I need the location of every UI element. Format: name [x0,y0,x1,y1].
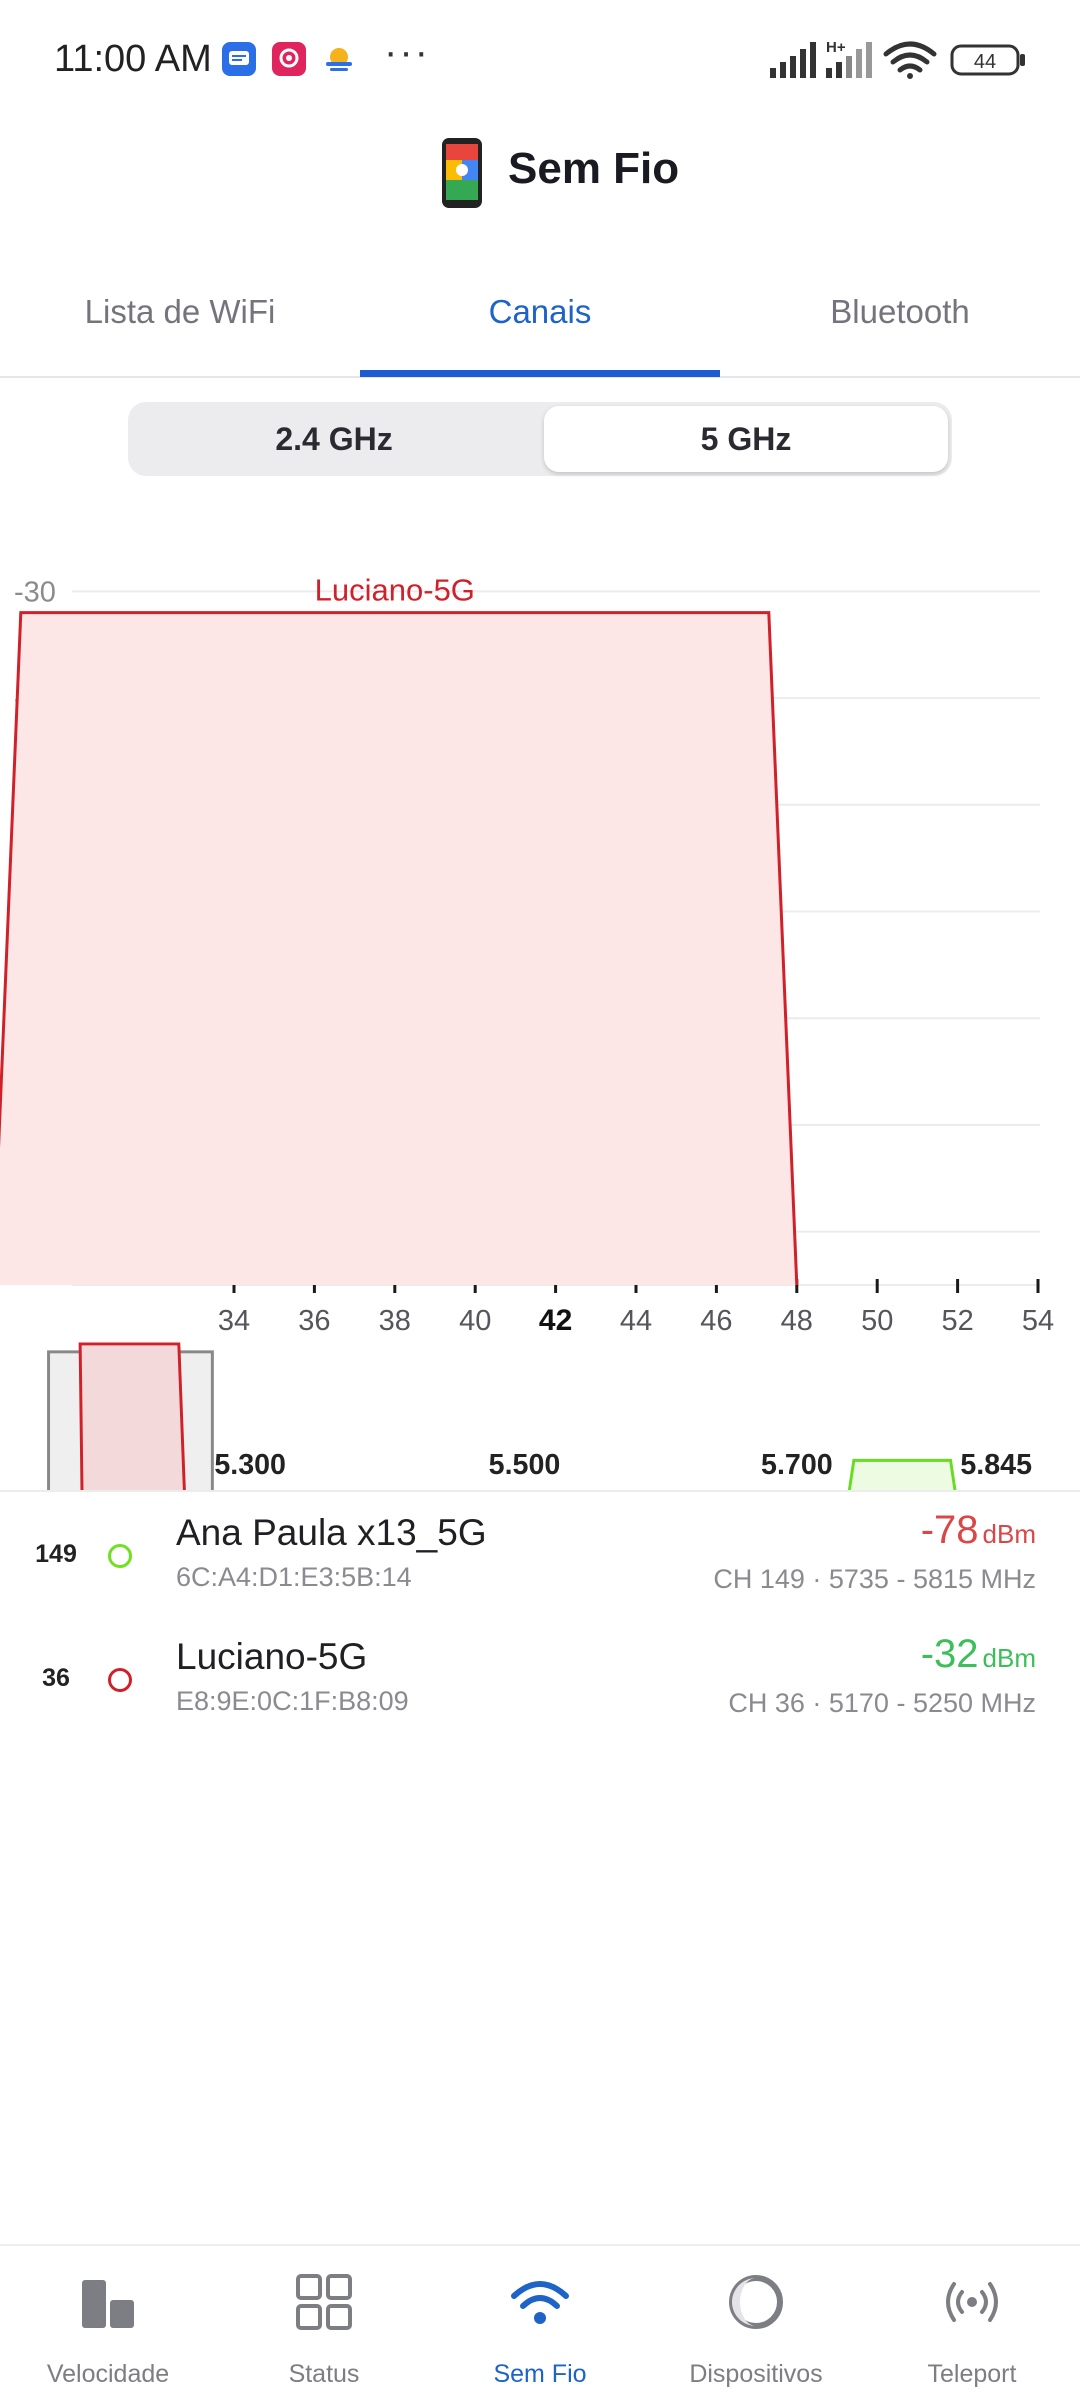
list-item[interactable]: 149 Ana Paula x13_5G 6C:A4:D1:E3:5B:14 -… [0,1494,1080,1618]
tab-channels[interactable]: Canais [488,293,592,330]
network-area-fill [0,612,797,1285]
overview-network-ana-paula [847,1458,957,1490]
tab-wifi-list[interactable]: Lista de WiFi [84,293,276,330]
freq-label: 5.700 [761,1449,833,1481]
x-tick-label: 50 [861,1305,893,1337]
network-ssid: Ana Paula x13_5G [176,1512,487,1553]
signal-unit: dBm [982,1643,1036,1673]
x-tick-label: 46 [700,1305,732,1337]
channel-chart: -30-40-50-60-70-80-903436384042444648505… [0,573,1054,1337]
nav-label: Status [288,2360,360,2388]
network-label: Luciano-5G [315,573,475,608]
freq-label: 5.500 [489,1449,561,1481]
nav-devices[interactable]: Dispositivos [648,2246,864,2400]
overview-network-luciano [78,1342,186,1490]
freq-label: 5.300 [214,1449,286,1481]
network-color-dot [108,1544,132,1568]
band-selector: 2.4 GHz 5 GHz [128,402,952,476]
network-color-dot [108,1668,132,1692]
phone-logo-icon [442,138,482,208]
network-mac: 6C:A4:D1:E3:5B:14 [176,1562,412,1592]
podcast-icon [272,42,306,76]
wifi-icon [511,2281,569,2324]
x-tick-label: 40 [459,1305,491,1337]
spectrum-overview[interactable]: 5.300 5.500 5.700 5.845 [0,1340,1080,1492]
more-notifications: ··· [384,30,430,74]
band-5ghz-button[interactable]: 5 GHz [544,406,948,472]
bottom-navigation: Velocidade Status Sem Fio Dispositivos [0,2244,1080,2400]
freq-label: 5.845 [960,1449,1032,1481]
x-tick-label: 54 [1022,1305,1054,1337]
nav-label: Velocidade [46,2360,170,2388]
signal-unit: dBm [982,1519,1036,1549]
network-channel: 36 [42,1664,70,1692]
signal-value: -32 [920,1632,979,1676]
status-icons: H+ 44 [770,39,1025,79]
network-detail: CH 149 · 5735 - 5815 MHz [713,1564,1036,1594]
wifi-status-icon [883,41,937,79]
page-title: Sem Fio [508,144,680,193]
x-tick-label: 36 [298,1305,330,1337]
nav-label: Dispositivos [689,2360,823,2388]
signal-value: -78 [920,1508,979,1552]
nav-label: Sem Fio [493,2360,587,2388]
x-tick-label: 34 [218,1305,250,1337]
band-2-4ghz-button[interactable]: 2.4 GHz [275,421,393,457]
devices-circle-icon [729,2275,783,2329]
list-item[interactable]: 36 Luciano-5G E8:9E:0C:1F:B8:09 -32 dBm C… [0,1618,1080,1742]
x-tick-label: 52 [941,1305,973,1337]
y-tick-label: -30 [14,576,56,608]
x-tick-label: 42 [539,1304,572,1337]
network-mac: E8:9E:0C:1F:B8:09 [176,1686,409,1716]
weather-icon [322,42,356,76]
network-area-outline [0,611,799,1286]
tab-bar: Lista de WiFi Canais Bluetooth [0,262,1080,378]
teleport-icon [946,2282,998,2322]
x-tick-label: 44 [620,1305,652,1337]
nav-status[interactable]: Status [216,2246,432,2400]
nav-teleport[interactable]: Teleport [864,2246,1080,2400]
nav-speed[interactable]: Velocidade [0,2246,216,2400]
x-tick-label: 38 [379,1305,411,1337]
app-header: Sem Fio [0,130,1080,240]
speed-bars-icon [82,2280,134,2328]
active-tab-indicator [360,370,720,377]
network-detail: CH 36 · 5170 - 5250 MHz [728,1688,1036,1718]
messages-icon [222,42,256,76]
nav-wireless[interactable]: Sem Fio [432,2246,648,2400]
network-type: H+ [826,39,846,56]
network-channel: 149 [35,1540,77,1568]
grid-icon [296,2274,352,2330]
x-tick-label: 48 [781,1305,813,1337]
network-signal: -78 dBm [921,1508,1036,1553]
battery-level: 44 [974,51,996,73]
status-bar: 11:00 AM ··· H+ 44 [0,0,1080,120]
nav-label: Teleport [927,2360,1017,2388]
network-list: 149 Ana Paula x13_5G 6C:A4:D1:E3:5B:14 -… [0,1494,1080,1742]
status-time: 11:00 AM [54,38,212,80]
network-signal: -32 dBm [921,1632,1036,1677]
tab-bluetooth[interactable]: Bluetooth [830,293,970,330]
network-ssid: Luciano-5G [176,1636,368,1677]
